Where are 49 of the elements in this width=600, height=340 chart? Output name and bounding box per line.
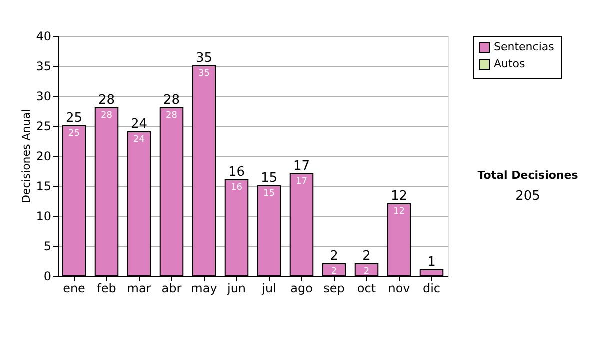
y-tick-label: 15 xyxy=(36,180,52,194)
data-label: 24 xyxy=(134,135,146,145)
data-label: 35 xyxy=(198,69,210,79)
total-label: 15 xyxy=(260,171,278,186)
total-label: 12 xyxy=(390,189,408,204)
y-tick-label: 40 xyxy=(36,30,52,44)
x-tick-label: sep xyxy=(324,282,345,296)
x-tick-label: abr xyxy=(162,282,182,296)
text: Total Decisiones xyxy=(478,169,579,182)
data-label: 16 xyxy=(231,183,243,193)
total-label: 35 xyxy=(196,51,213,66)
y-tick-label: 10 xyxy=(36,210,52,224)
data-label: 25 xyxy=(68,129,80,139)
data-label: 15 xyxy=(264,189,275,199)
data-label: 28 xyxy=(101,111,113,121)
x-tick-label: may xyxy=(191,282,218,296)
x-tick-label: ago xyxy=(290,282,313,296)
x-tick-label: jul xyxy=(261,282,276,296)
total-label: 2 xyxy=(330,249,338,264)
text: 205 xyxy=(516,189,540,204)
data-label: 2 xyxy=(364,267,370,277)
x-tick-label: feb xyxy=(97,282,116,296)
y-tick-label: 0 xyxy=(44,270,52,284)
total-label: 16 xyxy=(228,165,246,180)
total-label: 28 xyxy=(98,93,116,108)
x-tick-label: ene xyxy=(63,282,86,296)
total-label: 24 xyxy=(130,117,148,132)
y-tick-label: 25 xyxy=(36,120,52,134)
x-tick-label: nov xyxy=(388,282,410,296)
y-tick-label: 35 xyxy=(36,60,52,74)
y-axis-title: Decisiones Anual xyxy=(20,109,34,204)
y-tick-label: 5 xyxy=(44,240,52,254)
data-label: 2 xyxy=(331,267,338,277)
total-label: 17 xyxy=(293,159,310,174)
legend-label: Autos xyxy=(494,58,526,70)
y-tick-label: 30 xyxy=(36,90,52,104)
total-label: 25 xyxy=(66,111,83,126)
legend-label: Sentencias xyxy=(494,40,555,54)
y-tick-label: 20 xyxy=(36,150,52,164)
data-label: 28 xyxy=(166,111,178,121)
total-label: 2 xyxy=(362,249,371,264)
x-tick-label: mar xyxy=(127,282,152,296)
total-label: 28 xyxy=(163,93,180,108)
x-tick-label: dic xyxy=(422,282,441,296)
total-label: 1 xyxy=(428,255,436,270)
data-label: 12 xyxy=(394,207,405,217)
x-tick-label: jun xyxy=(226,282,246,296)
data-label: 17 xyxy=(296,177,308,187)
x-tick-label: oct xyxy=(357,282,376,296)
